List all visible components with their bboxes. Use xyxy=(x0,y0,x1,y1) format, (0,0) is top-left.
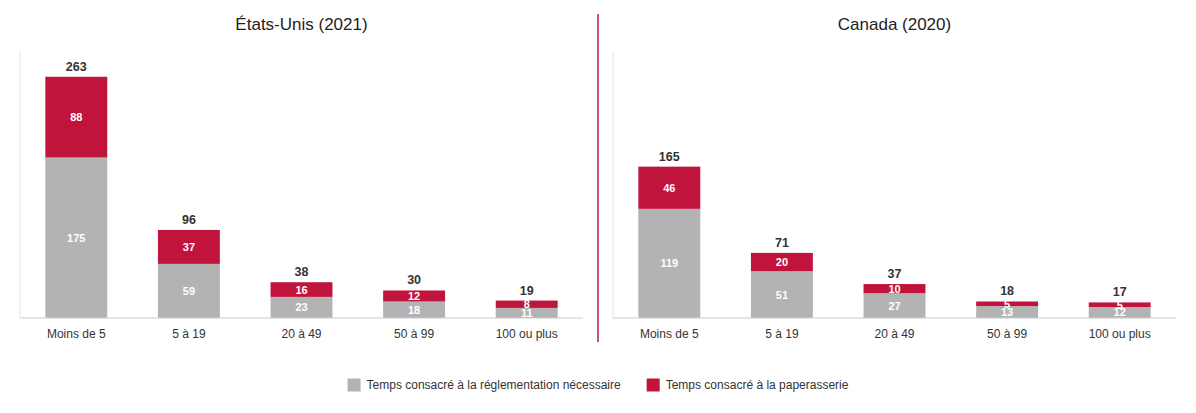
segment-label: 51 xyxy=(776,289,788,301)
baseline xyxy=(613,318,1176,319)
bar-segment xyxy=(158,264,220,318)
panel-title: États-Unis (2021) xyxy=(235,15,367,34)
total-label: 18 xyxy=(1000,284,1014,298)
total-label: 263 xyxy=(66,60,87,74)
bar-segment xyxy=(864,293,926,318)
panel: Canada (2020)119512713124620105516571371… xyxy=(613,15,1176,341)
baseline xyxy=(20,318,583,319)
legend-item: Temps consacré à la réglementation néces… xyxy=(348,378,621,392)
segment-label: 119 xyxy=(660,257,678,269)
bars xyxy=(638,167,1150,318)
y-axis-line xyxy=(20,52,21,318)
panel: États-Unis (2021)17559231811883716128263… xyxy=(20,15,583,341)
total-label: 165 xyxy=(659,150,680,164)
segment-label: 8 xyxy=(524,298,530,310)
segment-label: 175 xyxy=(67,232,85,244)
bar-segment xyxy=(638,209,700,318)
segment-label: 37 xyxy=(183,241,195,253)
bar-segment xyxy=(383,290,445,301)
total-label: 38 xyxy=(295,265,309,279)
legend-swatch xyxy=(647,379,660,392)
category-label: 20 à 49 xyxy=(281,327,321,341)
total-label: 17 xyxy=(1113,285,1127,299)
legend-label: Temps consacré à la paperasserie xyxy=(666,378,849,392)
data-labels: 1755923181188371612826396383019 xyxy=(66,60,534,319)
legend: Temps consacré à la réglementation néces… xyxy=(348,378,849,392)
segment-label: 10 xyxy=(888,283,900,295)
segment-label: 88 xyxy=(70,111,82,123)
chart-root: États-Unis (2021)17559231811883716128263… xyxy=(0,0,1196,413)
bar-segment xyxy=(158,230,220,264)
bar-segment xyxy=(271,297,333,318)
category-label: 50 à 99 xyxy=(987,327,1027,341)
bar-segment xyxy=(638,167,700,209)
segment-label: 12 xyxy=(408,290,420,302)
panel-divider xyxy=(597,14,599,342)
total-label: 30 xyxy=(407,273,421,287)
segment-label: 16 xyxy=(295,284,307,296)
segment-label: 23 xyxy=(295,301,307,313)
category-label: 20 à 49 xyxy=(874,327,914,341)
bar-segment xyxy=(383,301,445,318)
segment-label: 18 xyxy=(408,304,420,316)
total-label: 37 xyxy=(888,267,902,281)
segment-label: 5 xyxy=(1117,299,1123,311)
segment-label: 27 xyxy=(888,300,900,312)
category-label: 5 à 19 xyxy=(172,327,206,341)
total-label: 19 xyxy=(520,284,534,298)
bar-segment xyxy=(751,253,813,271)
category-label: 100 ou plus xyxy=(496,327,558,341)
legend-item: Temps consacré à la paperasserie xyxy=(647,378,849,392)
total-label: 96 xyxy=(182,213,196,227)
segment-label: 59 xyxy=(183,285,195,297)
segment-label: 20 xyxy=(776,256,788,268)
segment-label: 5 xyxy=(1004,298,1010,310)
bars xyxy=(45,77,557,318)
bar-segment xyxy=(751,271,813,318)
segment-label: 46 xyxy=(663,182,675,194)
legend-label: Temps consacré à la réglementation néces… xyxy=(367,378,621,392)
data-labels: 119512713124620105516571371817 xyxy=(659,150,1127,319)
bar-segment xyxy=(271,282,333,297)
category-label: Moins de 5 xyxy=(640,327,699,341)
y-axis-line xyxy=(613,52,614,318)
bar-segment xyxy=(45,77,107,158)
total-label: 71 xyxy=(775,236,789,250)
category-label: Moins de 5 xyxy=(47,327,106,341)
category-label: 5 à 19 xyxy=(765,327,799,341)
panel-title: Canada (2020) xyxy=(838,15,951,34)
category-label: 100 ou plus xyxy=(1089,327,1151,341)
legend-swatch xyxy=(348,379,361,392)
category-label: 50 à 99 xyxy=(394,327,434,341)
bar-segment xyxy=(45,157,107,318)
